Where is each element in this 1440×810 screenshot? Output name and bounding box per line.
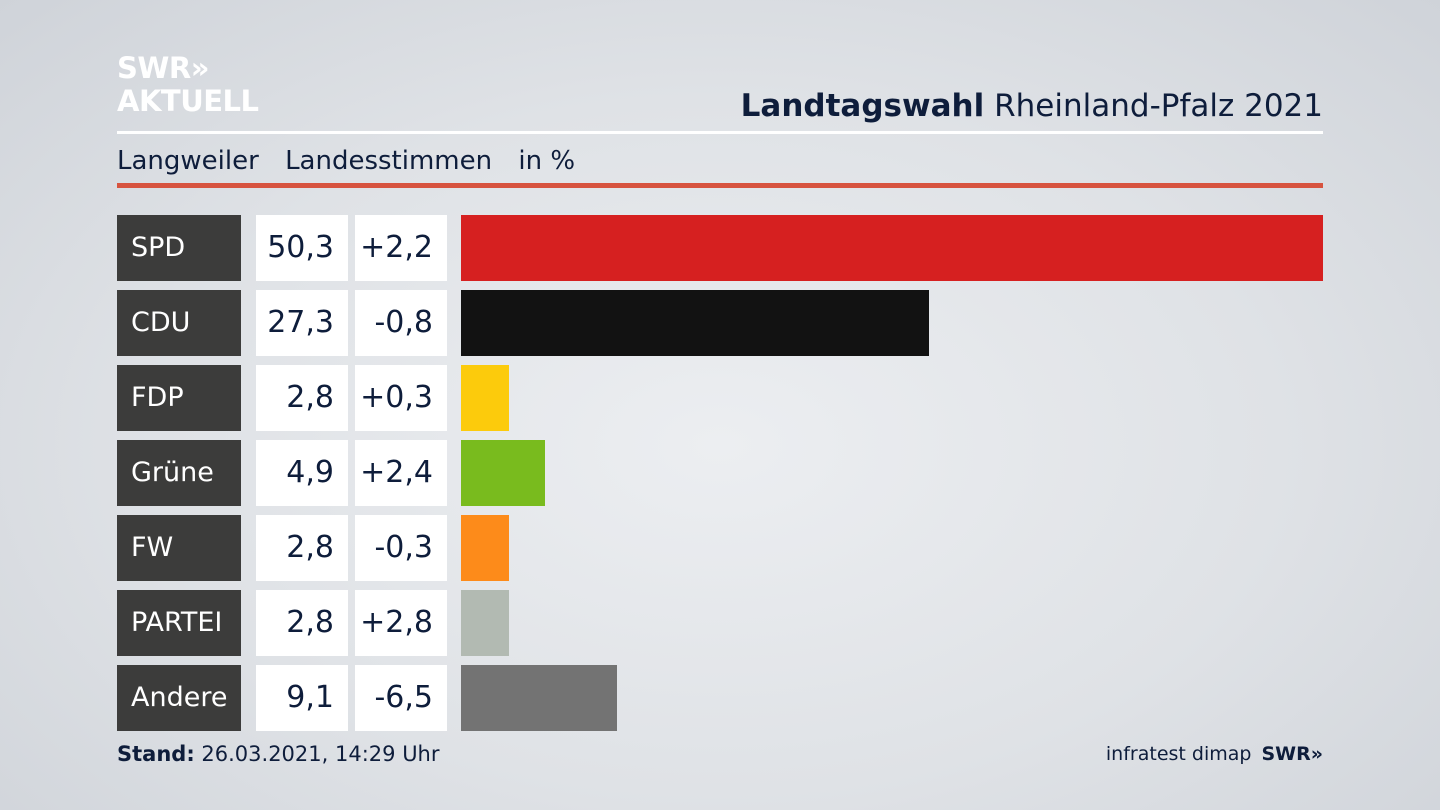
party-label: Andere bbox=[117, 665, 241, 731]
bar bbox=[461, 665, 617, 731]
diff-label: +2,8 bbox=[355, 590, 447, 656]
bar bbox=[461, 365, 509, 431]
subtitle-kind: Landesstimmen bbox=[285, 146, 493, 176]
swr-brand-logo: SWR» bbox=[1261, 743, 1323, 765]
value-label: 4,9 bbox=[256, 440, 348, 506]
logo-line-1: SWR» bbox=[117, 51, 209, 85]
party-label: Grüne bbox=[117, 440, 241, 506]
bar bbox=[461, 290, 929, 356]
subtitle-place: Langweiler bbox=[117, 146, 259, 176]
party-label: FW bbox=[117, 515, 241, 581]
stand-value: 26.03.2021, 14:29 Uhr bbox=[201, 742, 440, 766]
source-name: infratest dimap bbox=[1105, 743, 1252, 765]
bar bbox=[461, 440, 545, 506]
bar bbox=[461, 515, 509, 581]
logo-line-2: AKTUELL bbox=[117, 84, 259, 118]
diff-label: +0,3 bbox=[355, 365, 447, 431]
party-label: PARTEI bbox=[117, 590, 241, 656]
party-label: SPD bbox=[117, 215, 241, 281]
swr-aktuell-logo: SWR» AKTUELL bbox=[117, 54, 259, 116]
bar bbox=[461, 215, 1323, 281]
bar-row: Andere 9,1 -6,5 bbox=[117, 665, 1323, 731]
diff-label: -0,8 bbox=[355, 290, 447, 356]
bar-row: FDP 2,8 +0,3 bbox=[117, 365, 1323, 431]
source-credit: infratest dimap SWR» bbox=[1106, 741, 1323, 767]
party-label: CDU bbox=[117, 290, 241, 356]
value-label: 2,8 bbox=[256, 590, 348, 656]
value-label: 9,1 bbox=[256, 665, 348, 731]
value-label: 2,8 bbox=[256, 515, 348, 581]
diff-label: -0,3 bbox=[355, 515, 447, 581]
bar-row: CDU 27,3 -0,8 bbox=[117, 290, 1323, 356]
diff-label: +2,2 bbox=[355, 215, 447, 281]
subtitle: Langweiler Landesstimmen in % bbox=[117, 145, 593, 177]
title-rest: Rheinland-Pfalz 2021 bbox=[994, 88, 1323, 124]
title-bold: Landtagswahl bbox=[740, 88, 985, 124]
party-label: FDP bbox=[117, 365, 241, 431]
subtitle-unit: in % bbox=[518, 146, 576, 176]
bar-row: SPD 50,3 +2,2 bbox=[117, 215, 1323, 281]
timestamp: Stand: 26.03.2021, 14:29 Uhr bbox=[117, 741, 440, 767]
stand-label: Stand: bbox=[117, 742, 195, 766]
value-label: 27,3 bbox=[256, 290, 348, 356]
value-label: 50,3 bbox=[256, 215, 348, 281]
bar-row: FW 2,8 -0,3 bbox=[117, 515, 1323, 581]
header-divider bbox=[117, 131, 1323, 134]
page-title: Landtagswahl Rheinland-Pfalz 2021 bbox=[741, 88, 1323, 124]
diff-label: +2,4 bbox=[355, 440, 447, 506]
value-label: 2,8 bbox=[256, 365, 348, 431]
bar-row: Grüne 4,9 +2,4 bbox=[117, 440, 1323, 506]
bar bbox=[461, 590, 509, 656]
diff-label: -6,5 bbox=[355, 665, 447, 731]
bar-row: PARTEI 2,8 +2,8 bbox=[117, 590, 1323, 656]
subtitle-divider bbox=[117, 183, 1323, 188]
